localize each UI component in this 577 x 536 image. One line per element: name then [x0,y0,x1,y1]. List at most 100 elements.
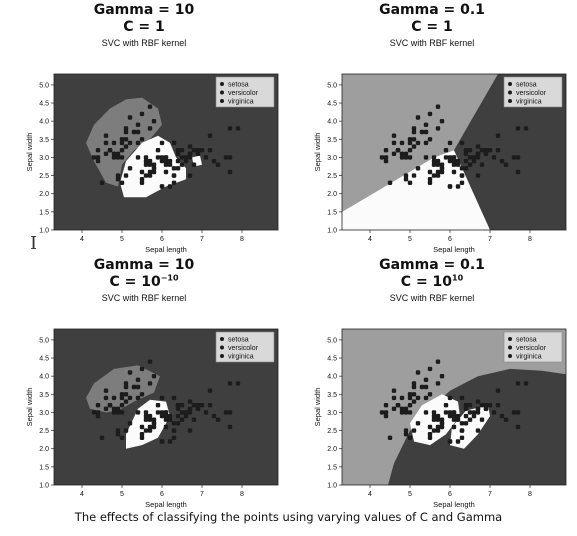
x-tick-label: 8 [240,491,244,498]
data-point-versicolor [168,184,172,188]
data-point-virginica [452,410,456,414]
data-point-versicolor [424,410,428,414]
data-point-setosa [436,360,440,364]
data-point-virginica [204,410,208,414]
data-point-setosa [400,396,404,400]
data-point-setosa [120,392,124,396]
data-point-setosa [124,399,128,403]
legend-marker [220,337,224,341]
data-point-setosa [384,410,388,414]
data-point-virginica [516,155,520,159]
data-point-setosa [96,410,100,414]
data-point-setosa [392,152,396,156]
data-point-virginica [460,141,464,145]
data-point-versicolor [468,163,472,167]
x-tick-label: 7 [488,236,492,243]
data-point-setosa [128,370,132,374]
data-point-setosa [104,141,108,145]
legend-marker [508,354,512,358]
data-point-virginica [436,428,440,432]
data-point-virginica [524,381,528,385]
data-point-setosa [392,134,396,138]
data-point-virginica [496,148,500,152]
y-tick-label: 2.5 [39,428,49,435]
data-point-versicolor [444,155,448,159]
data-point-setosa [136,130,140,134]
data-point-versicolor [436,414,440,418]
data-point-setosa [436,126,440,130]
data-point-setosa [440,374,444,378]
data-point-versicolor [124,173,128,177]
data-point-virginica [196,403,200,407]
y-tick-label: 4.5 [39,356,49,363]
legend-label: versicolor [516,345,547,352]
y-tick-label: 3.5 [327,392,337,399]
y-tick-label: 2.5 [39,173,49,180]
legend-marker [220,99,224,103]
data-point-virginica [224,155,228,159]
data-point-versicolor [448,396,452,400]
data-point-versicolor [460,436,464,440]
data-point-virginica [516,425,520,429]
data-point-setosa [120,155,124,159]
data-point-virginica [448,184,452,188]
panel-gamma10-c1: Gamma = 10 C = 1 SVC with RBF kernel 1.0… [0,0,288,255]
y-axis-label: Sepal width [313,388,322,427]
data-point-virginica [460,421,464,425]
y-tick-label: 2.0 [39,191,49,198]
legend-label: setosa [516,82,537,89]
data-point-virginica [172,428,176,432]
panel-gamma01-c-huge: Gamma = 0.1 C = 1010 SVC with RBF kernel… [288,255,576,510]
data-point-virginica [436,173,440,177]
data-point-setosa [96,148,100,152]
data-point-setosa [380,155,384,159]
data-point-versicolor [432,428,436,432]
data-point-virginica [404,173,408,177]
data-point-virginica [168,163,172,167]
data-point-versicolor [468,418,472,422]
data-point-virginica [448,410,452,414]
data-point-virginica [516,126,520,130]
data-point-setosa [408,148,412,152]
data-point-setosa [392,407,396,411]
data-point-virginica [168,418,172,422]
data-point-virginica [456,418,460,422]
data-point-virginica [188,407,192,411]
data-point-setosa [128,115,132,119]
data-point-virginica [504,418,508,422]
data-point-setosa [140,392,144,396]
data-point-setosa [436,381,440,385]
x-tick-label: 5 [120,491,124,498]
data-point-virginica [196,148,200,152]
data-point-setosa [140,112,144,116]
data-point-virginica [516,381,520,385]
data-point-virginica [180,410,184,414]
y-tick-label: 1.0 [327,483,337,490]
x-tick-label: 7 [200,236,204,243]
data-point-versicolor [488,148,492,152]
data-point-virginica [460,166,464,170]
data-point-setosa [400,152,404,156]
data-point-virginica [180,148,184,152]
scatter-chart: 1.0 1.5 2.0 2.5 3.0 3.5 4.0 4.5 5.0 4 5 6 7 8 Sepal le… [288,0,576,255]
data-point-versicolor [128,166,132,170]
data-point-virginica [164,170,168,174]
data-point-setosa [112,152,116,156]
data-point-setosa [380,410,384,414]
data-point-virginica [452,155,456,159]
y-tick-label: 1.0 [39,483,49,490]
data-point-versicolor [160,141,164,145]
data-point-virginica [468,155,472,159]
data-point-virginica [160,155,164,159]
data-point-virginica [216,163,220,167]
x-tick-label: 5 [408,491,412,498]
y-tick-label: 1.0 [327,228,337,235]
data-point-setosa [408,137,412,141]
data-point-setosa [388,181,392,185]
data-point-virginica [172,421,176,425]
data-point-virginica [480,148,484,152]
data-point-virginica [164,155,168,159]
data-point-virginica [440,163,444,167]
y-tick-label: 1.5 [327,464,337,471]
data-point-virginica [496,134,500,138]
